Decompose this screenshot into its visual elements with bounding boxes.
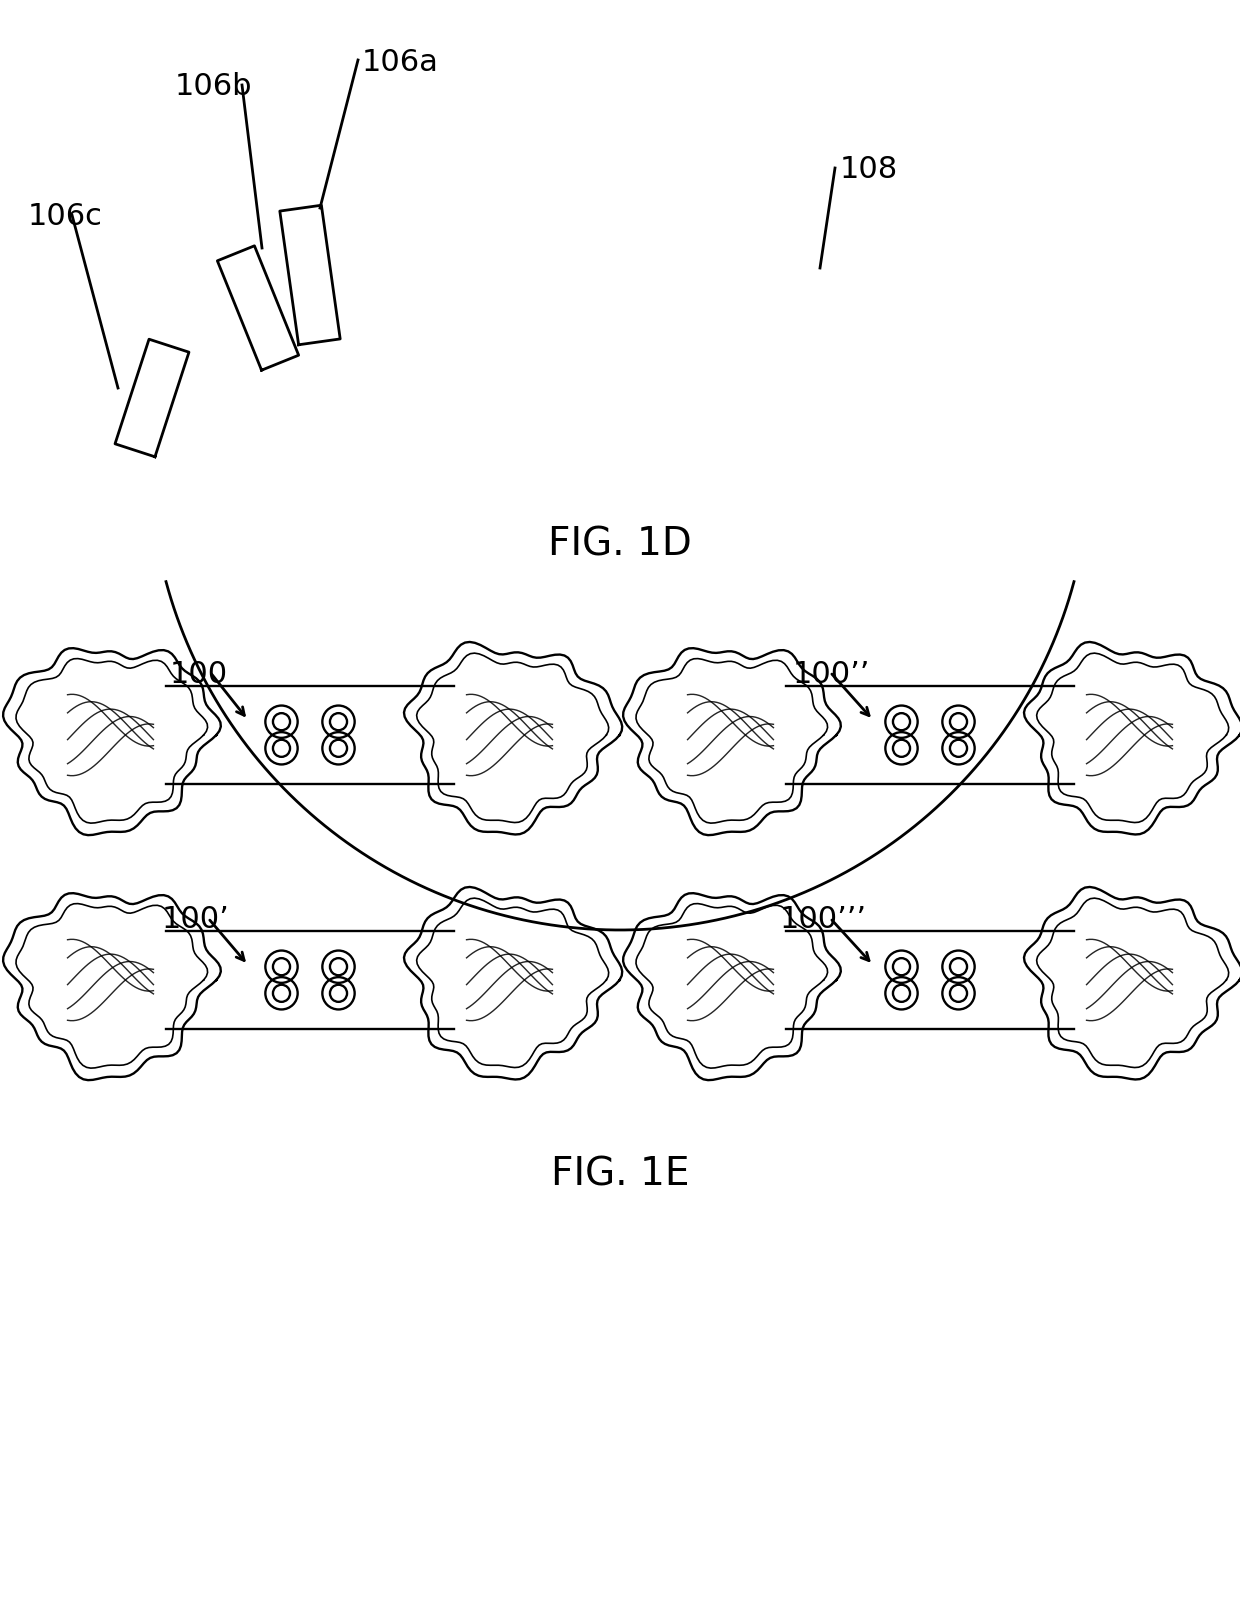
Text: 106b: 106b [175,71,253,101]
Text: 108: 108 [839,156,898,185]
Text: FIG. 1E: FIG. 1E [551,1156,689,1195]
Text: 100’: 100’ [162,905,229,934]
Text: 100’’’: 100’’’ [780,905,867,934]
Text: 106c: 106c [29,203,103,232]
Text: FIG. 1D: FIG. 1D [548,525,692,564]
Text: 106a: 106a [362,49,439,78]
Text: 100’’: 100’’ [794,660,870,689]
Text: 100: 100 [170,660,228,689]
